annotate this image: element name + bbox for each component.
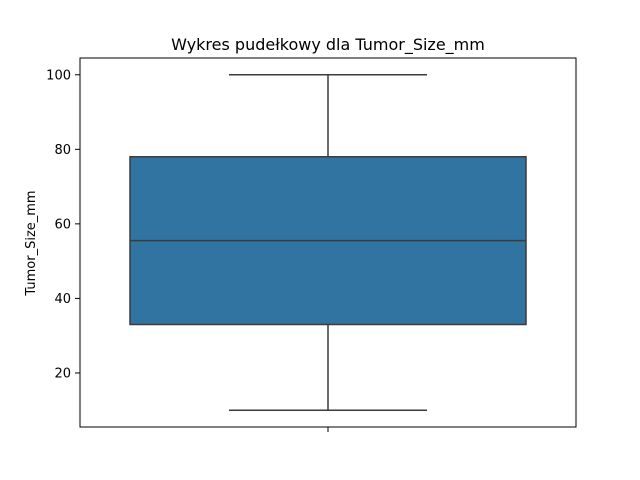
y-tick-label: 100 <box>46 68 71 83</box>
y-axis-label: Tumor_Size_mm <box>24 190 39 296</box>
chart-title: Wykres pudełkowy dla Tumor_Size_mm <box>171 35 485 55</box>
plot-area: 20 40 60 80 100 <box>46 57 577 432</box>
y-tick-label: 40 <box>54 292 71 307</box>
y-tick-label: 80 <box>54 143 71 158</box>
y-tick-label: 60 <box>54 217 71 232</box>
y-tick-label: 20 <box>54 366 71 381</box>
